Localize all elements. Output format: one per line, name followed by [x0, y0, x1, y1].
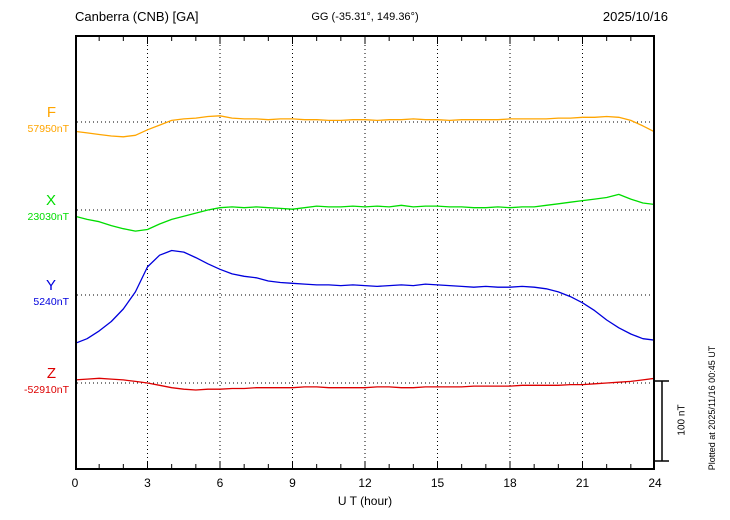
series-f-baseline-value: 57950nT	[27, 123, 69, 135]
x-axis-label: U T (hour)	[337, 494, 393, 508]
trace-y	[75, 249, 655, 345]
series-y-name: Y	[45, 277, 56, 294]
x-tick-24: 24	[648, 476, 662, 490]
scale-bar-label: 100 nT	[676, 404, 688, 436]
series-z-name: Z	[46, 365, 56, 382]
plotted-at-timestamp: Plotted at 2025/11/16 00:45 UT	[707, 345, 717, 471]
observation-date: 2025/10/16	[602, 9, 668, 24]
x-tick-9: 9	[289, 476, 296, 490]
x-tick-21: 21	[575, 476, 590, 490]
series-label-f: F 57950nT	[0, 105, 70, 136]
series-f-name: F	[46, 104, 56, 121]
series-label-y: Y 5240nT	[0, 278, 70, 309]
scale-bar	[655, 380, 669, 462]
magnetogram-plot	[75, 35, 655, 470]
series-x-baseline-value: 23030nT	[27, 211, 69, 223]
series-z-baseline-value: -52910nT	[24, 384, 69, 396]
x-tick-15: 15	[430, 476, 445, 490]
trace-z	[75, 377, 655, 391]
series-x-name: X	[45, 192, 56, 209]
series-label-x: X 23030nT	[0, 193, 70, 224]
x-tick-12: 12	[358, 476, 372, 490]
x-tick-3: 3	[144, 476, 151, 490]
trace-x	[75, 193, 655, 232]
x-tick-0: 0	[71, 476, 79, 490]
x-tick-18: 18	[503, 476, 517, 490]
series-label-z: Z -52910nT	[0, 366, 70, 397]
series-y-baseline-value: 5240nT	[33, 296, 69, 308]
station-title: Canberra (CNB) [GA]	[75, 9, 199, 24]
geographic-coordinates: GG (-35.31°, 149.36°)	[311, 11, 419, 23]
x-tick-6: 6	[216, 476, 224, 490]
trace-f	[75, 115, 655, 138]
